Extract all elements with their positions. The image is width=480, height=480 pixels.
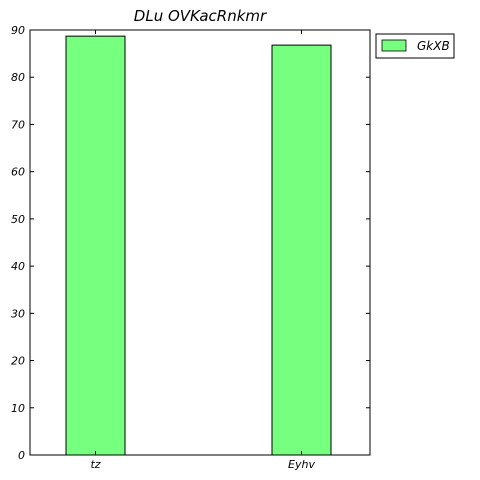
x-tick-label: tz xyxy=(90,458,100,471)
y-tick-label: 90 xyxy=(11,24,25,37)
y-tick-label: 70 xyxy=(11,118,25,131)
ticks-layer xyxy=(30,29,370,456)
y-tick-label: 10 xyxy=(11,402,25,415)
x-tick-labels: tz Eyhv xyxy=(90,458,315,471)
y-tick-labels: 0 10 20 30 40 50 60 70 80 90 xyxy=(11,24,25,462)
legend-swatch xyxy=(381,39,407,52)
chart-title: DLu OVKacRnkmr xyxy=(134,7,267,25)
y-tick-label: 40 xyxy=(11,260,25,273)
y-tick-label: 80 xyxy=(11,71,25,84)
plot-frame xyxy=(29,29,371,456)
y-tick-label: 60 xyxy=(11,166,25,179)
legend-label: GkXB xyxy=(417,39,450,53)
y-tick-label: 50 xyxy=(11,213,25,226)
y-tick-label: 20 xyxy=(11,355,25,368)
legend: GkXB xyxy=(375,33,455,59)
y-tick-label: 30 xyxy=(11,307,25,320)
bar-eyhv xyxy=(271,44,332,456)
bars-layer xyxy=(65,35,332,456)
bar-tz xyxy=(65,35,126,456)
y-tick-label: 0 xyxy=(18,449,25,462)
x-tick-label: Eyhv xyxy=(288,458,315,471)
